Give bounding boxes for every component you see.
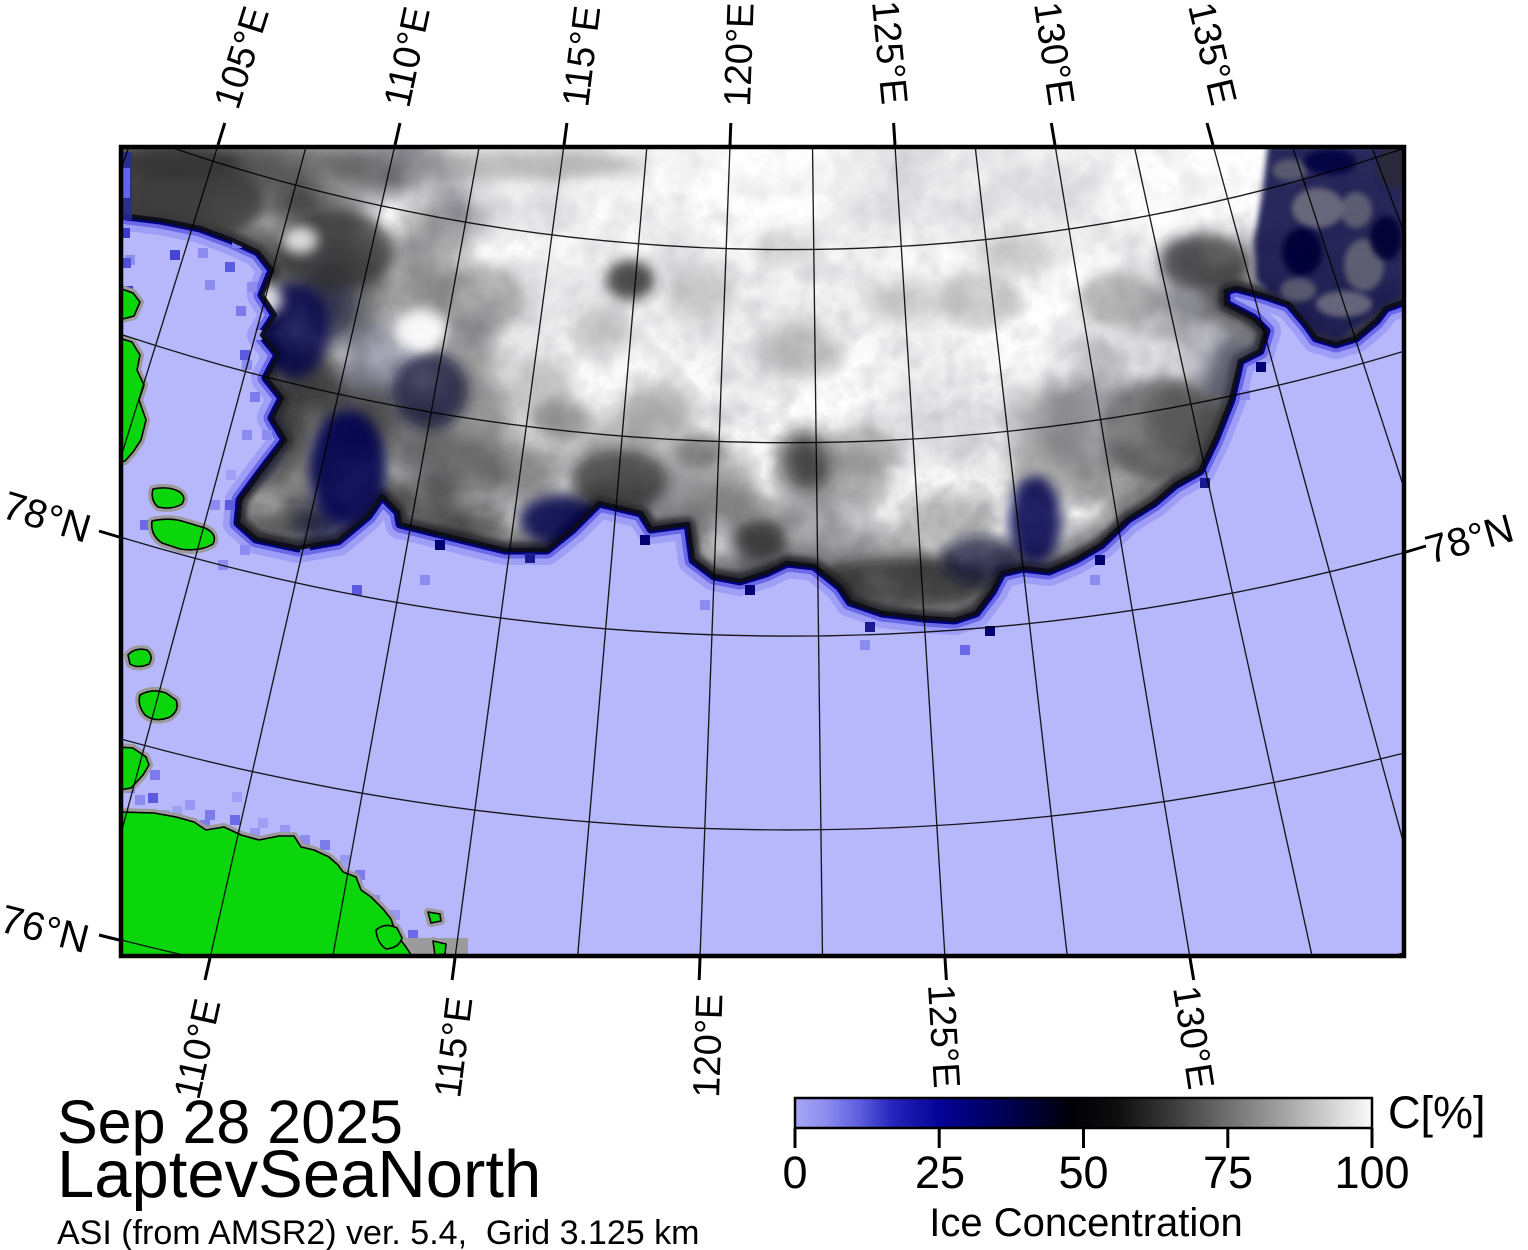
svg-text:125°E: 125°E: [863, 0, 915, 106]
svg-text:120°E: 120°E: [686, 993, 731, 1098]
svg-text:25: 25: [915, 1147, 965, 1198]
svg-text:C[%]: C[%]: [1388, 1087, 1486, 1138]
svg-text:115°E: 115°E: [427, 995, 481, 1101]
svg-text:120°E: 120°E: [717, 2, 763, 107]
svg-text:Ice Concentration: Ice Concentration: [929, 1201, 1243, 1245]
svg-text:115°E: 115°E: [555, 4, 609, 109]
svg-text:50: 50: [1058, 1147, 1108, 1198]
svg-text:100: 100: [1334, 1147, 1409, 1198]
svg-text:75: 75: [1203, 1147, 1253, 1198]
svg-text:78°N: 78°N: [1421, 506, 1519, 572]
svg-text:125°E: 125°E: [919, 983, 967, 1089]
svg-text:105°E: 105°E: [207, 2, 278, 114]
svg-text:110°E: 110°E: [167, 995, 230, 1103]
svg-text:110°E: 110°E: [377, 3, 439, 111]
svg-text:78°N: 78°N: [0, 484, 96, 552]
svg-text:135°E: 135°E: [1179, 0, 1244, 109]
svg-text:ASI (from AMSR2) ver. 5.4, Gr: ASI (from AMSR2) ver. 5.4, Grid 3.125 km: [57, 1214, 699, 1250]
svg-text:0: 0: [782, 1147, 807, 1198]
svg-text:130°E: 130°E: [1164, 983, 1221, 1092]
svg-text:LaptevSeaNorth: LaptevSeaNorth: [57, 1137, 541, 1212]
svg-text:130°E: 130°E: [1025, 0, 1082, 108]
svg-text:Sep 28 2025: Sep 28 2025: [57, 1088, 403, 1156]
svg-text:76°N: 76°N: [0, 897, 93, 962]
